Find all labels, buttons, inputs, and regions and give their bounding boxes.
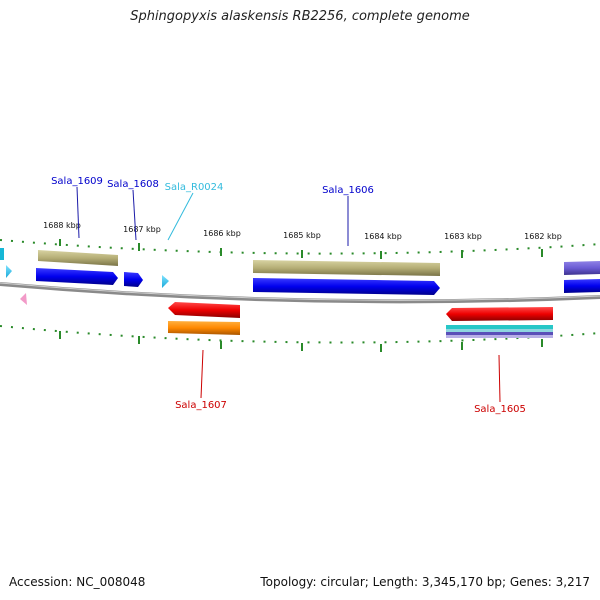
scale-label-1686: 1686 kbp [203, 229, 241, 238]
small-reverse-feature[interactable] [20, 293, 27, 305]
leader-1608 [132, 189, 137, 241]
cds-forward-1608[interactable] [124, 272, 143, 287]
genome-title: Sphingopyxis alaskensis RB2256, complete… [130, 9, 470, 24]
cds-forward-1606[interactable] [253, 278, 440, 295]
gene-track-right-edge[interactable] [564, 261, 600, 275]
leader-1607 [200, 349, 204, 399]
scale-label-1687: 1687 kbp [123, 225, 161, 234]
cds-reverse-1607[interactable] [168, 302, 240, 318]
trna-R0024[interactable] [162, 275, 169, 288]
edge-feature-left[interactable] [0, 248, 4, 260]
label-sala-1607[interactable]: Sala_1607 [175, 400, 227, 411]
leader-1609 [76, 186, 80, 239]
label-sala-1609[interactable]: Sala_1609 [51, 176, 103, 187]
gene-track-1609[interactable] [38, 250, 118, 266]
accession-text: Accession: NC_008048 [9, 575, 146, 589]
label-sala-r0024[interactable]: Sala_R0024 [165, 182, 224, 193]
lower-major-ticks [59, 331, 543, 352]
label-sala-1606[interactable]: Sala_1606 [322, 185, 374, 196]
leader-R0024 [167, 192, 194, 241]
upper-dotted-arc [0, 239, 600, 255]
scale-label-1684: 1684 kbp [364, 232, 402, 241]
label-sala-1605[interactable]: Sala_1605 [474, 404, 526, 415]
genome-summary-text: Topology: circular; Length: 3,345,170 bp… [260, 575, 590, 589]
feature-stack-1605[interactable] [446, 325, 553, 338]
scale-label-1685: 1685 kbp [283, 231, 321, 240]
leader-1605 [498, 354, 501, 403]
cds-forward-1609[interactable] [36, 268, 118, 285]
scale-label-1688: 1688 kbp [43, 221, 81, 230]
trna-left-edge[interactable] [6, 265, 12, 278]
label-sala-1608[interactable]: Sala_1608 [107, 179, 159, 190]
cds-forward-right-edge[interactable] [564, 279, 600, 293]
upper-major-ticks [59, 239, 543, 259]
gene-track-1606[interactable] [253, 260, 440, 276]
cds-reverse-1605[interactable] [446, 307, 553, 321]
scale-label-1683: 1683 kbp [444, 232, 482, 241]
genome-backbone [0, 282, 600, 304]
rrna-1607[interactable] [168, 321, 240, 335]
scale-label-1682: 1682 kbp [524, 232, 562, 241]
